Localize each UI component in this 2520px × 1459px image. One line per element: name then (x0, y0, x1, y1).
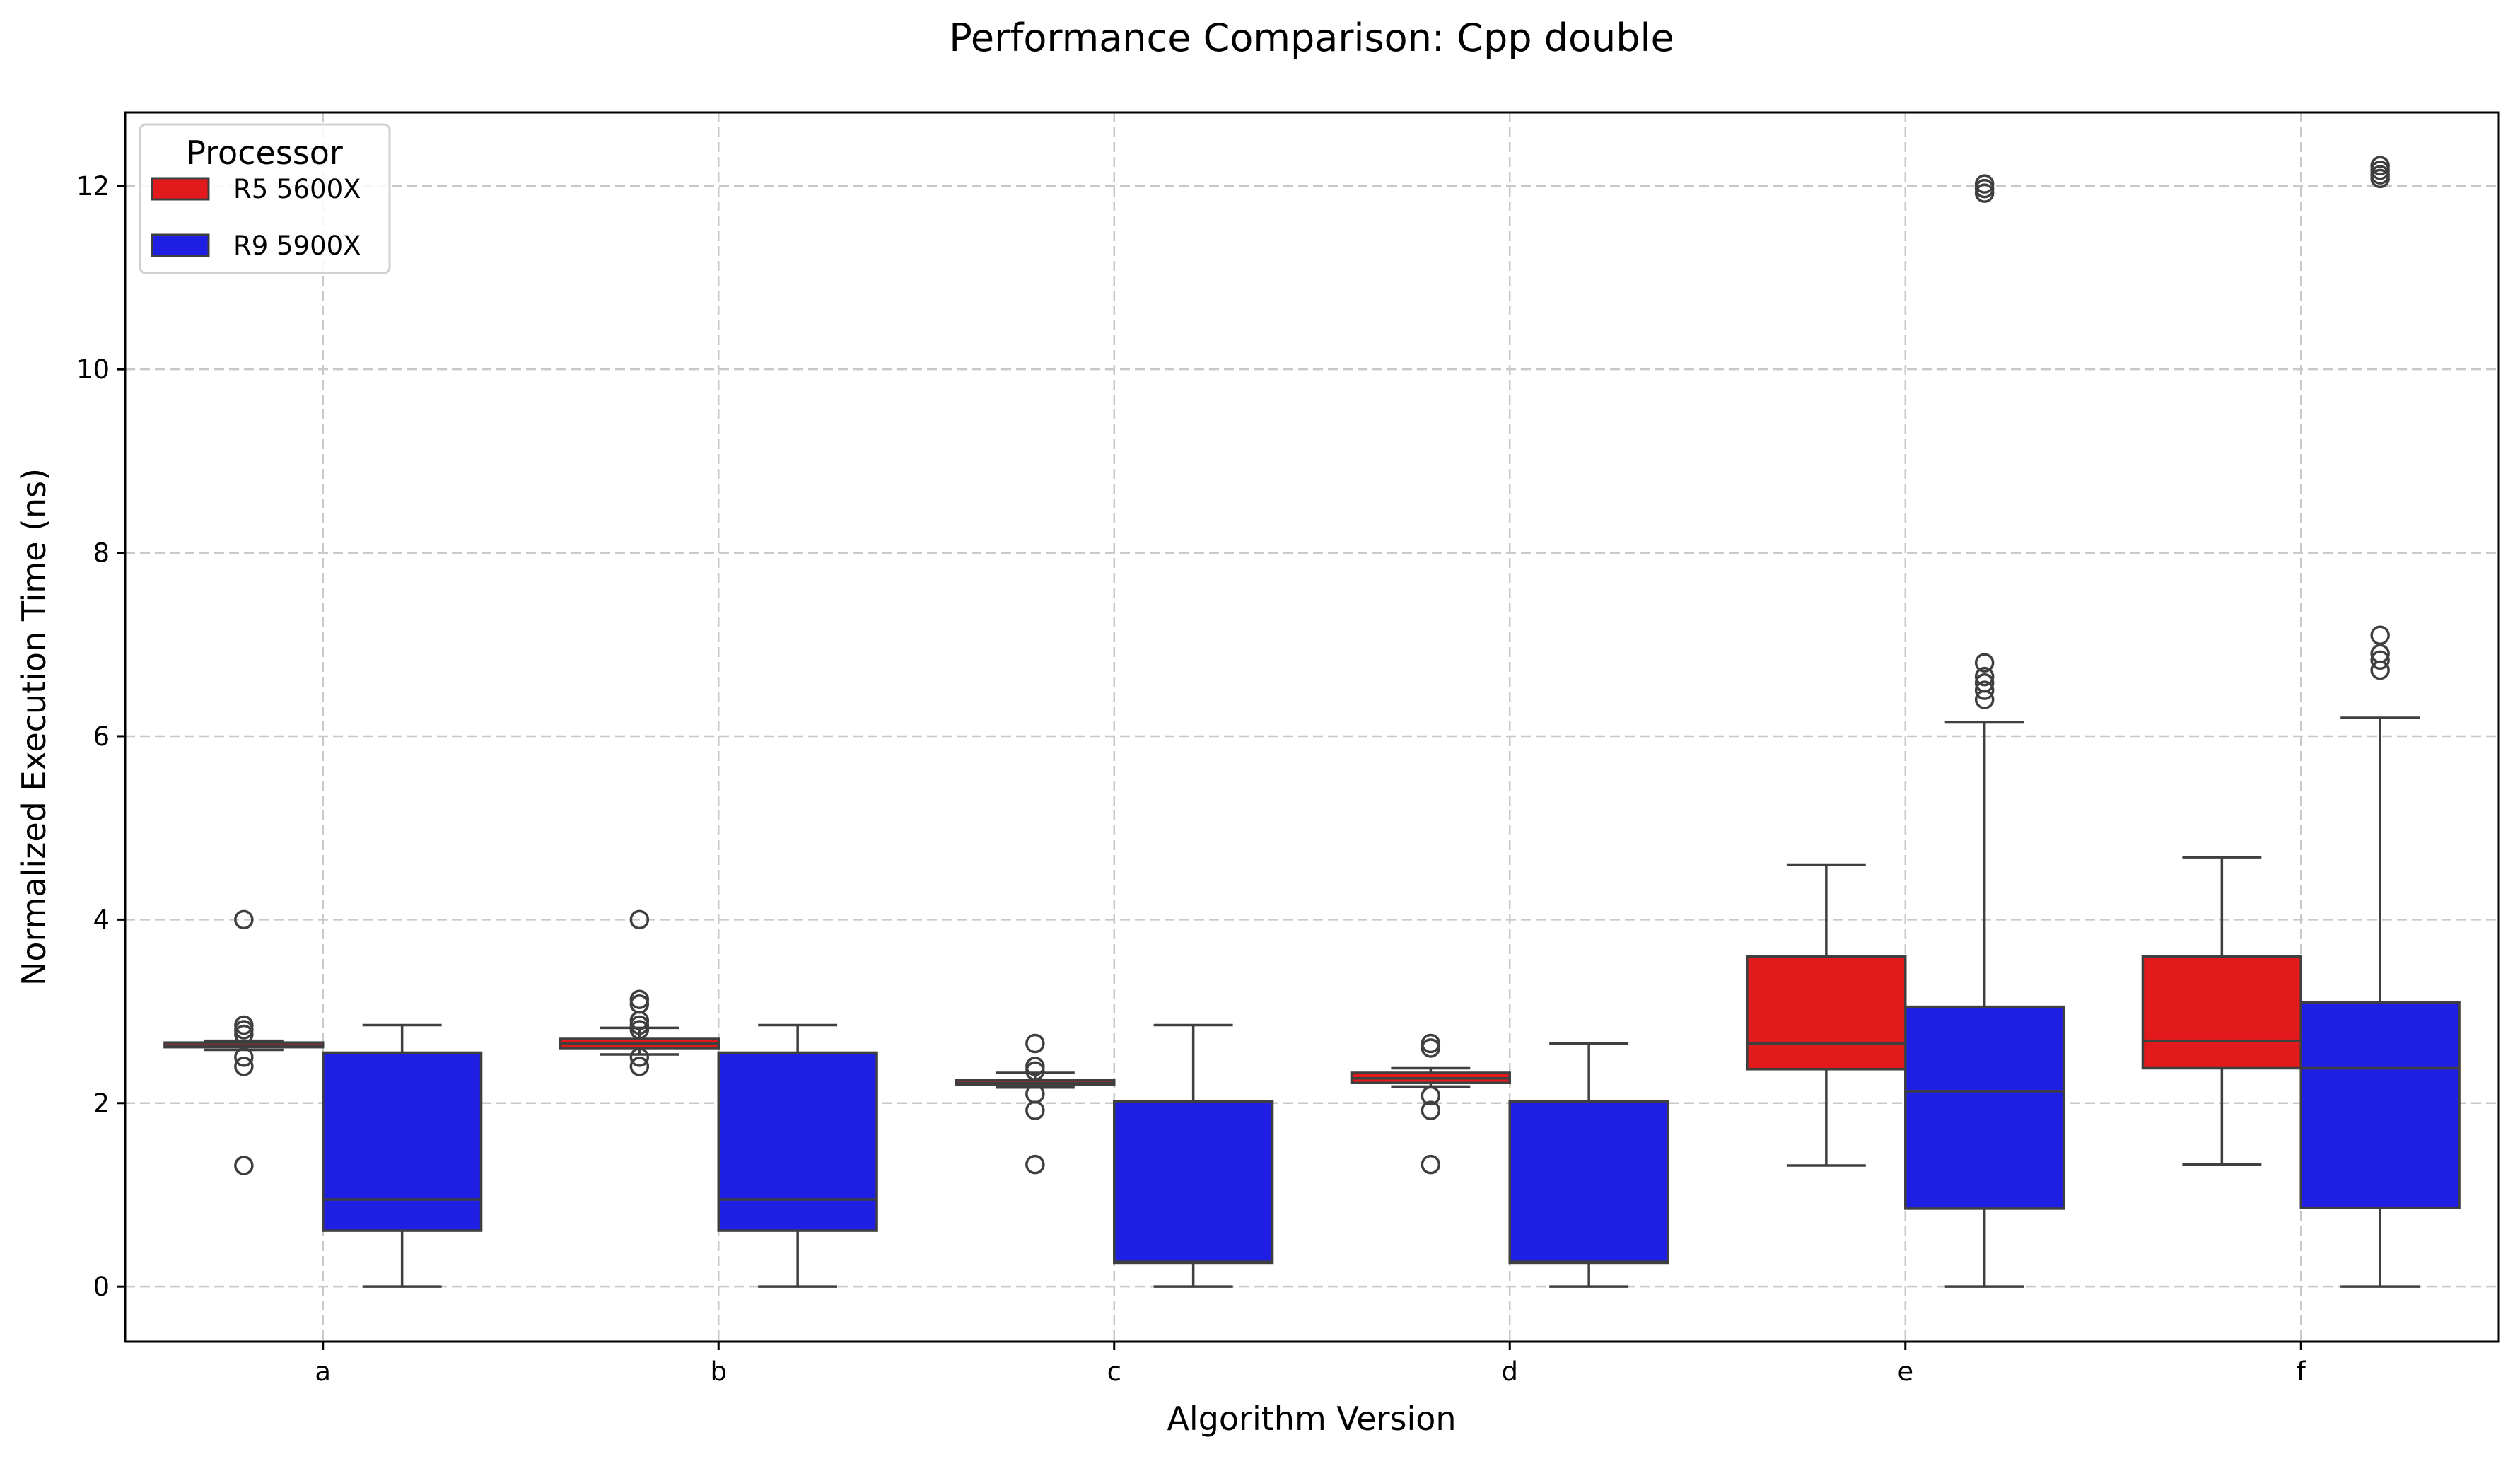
y-tick-label: 8 (93, 538, 110, 569)
outlier-point (1974, 666, 1995, 687)
outlier-point (1421, 1100, 1441, 1120)
y-tick-label: 10 (76, 354, 110, 385)
outlier-point (629, 1047, 650, 1067)
y-tick-label: 4 (93, 905, 110, 935)
box-group (163, 909, 325, 1175)
outlier-point (1421, 1154, 1441, 1175)
x-tick-label: f (2297, 1356, 2306, 1387)
x-tick-label: a (315, 1356, 331, 1387)
outlier-point (1421, 1038, 1441, 1058)
legend-label: R5 5600X (233, 174, 361, 204)
box-group (1113, 1023, 1274, 1288)
outlier-point (2370, 625, 2390, 646)
box-group (1508, 1042, 1669, 1288)
box-layer (163, 156, 2461, 1288)
box-group (717, 1023, 878, 1288)
box-group (1746, 863, 1907, 1167)
box-group (2141, 856, 2302, 1166)
chart-title: Performance Comparison: Cpp double (949, 16, 1674, 60)
outlier-point (1421, 1086, 1441, 1106)
x-tick-label: b (711, 1356, 728, 1387)
outlier-point (234, 1024, 254, 1045)
box-group (322, 1023, 483, 1288)
grid-layer (125, 112, 2499, 1342)
box-group (1350, 1033, 1511, 1175)
outlier-point (629, 909, 650, 930)
x-tick-label: d (1502, 1356, 1519, 1387)
y-tick-label: 12 (76, 171, 110, 202)
y-axis-label: Normalized Execution Time (ns) (15, 468, 53, 986)
box (1508, 1100, 1669, 1265)
outlier-point (1025, 1033, 1045, 1054)
outlier-point (234, 909, 254, 930)
outlier-point (1974, 680, 1995, 700)
x-tick-label: e (1897, 1356, 1913, 1387)
outlier-point (2370, 650, 2390, 670)
box-group (1904, 174, 2065, 1288)
box-group (559, 909, 721, 1076)
legend: Processor R5 5600X R9 5900X (139, 123, 391, 274)
x-tick-label: c (1107, 1356, 1121, 1387)
y-tick-label: 2 (93, 1088, 110, 1119)
legend-swatch (151, 177, 210, 201)
box (717, 1051, 878, 1232)
outlier-point (629, 1020, 650, 1040)
box (322, 1051, 483, 1232)
box (1904, 1005, 2065, 1210)
plot-frame (124, 111, 2500, 1343)
y-tick-label: 6 (93, 721, 110, 752)
box (1113, 1100, 1274, 1265)
outlier-point (234, 1047, 254, 1067)
outlier-point (234, 1156, 254, 1175)
box-group (2299, 156, 2461, 1288)
legend-label: R9 5900X (233, 231, 361, 261)
x-axis-label: Algorithm Version (1167, 1400, 1456, 1438)
outlier-point (2370, 168, 2390, 189)
y-tick-label: 0 (93, 1272, 110, 1302)
outlier-point (2370, 660, 2390, 680)
legend-swatch (151, 233, 210, 257)
box (1746, 955, 1907, 1071)
outlier-point (234, 1057, 254, 1076)
outlier-point (1974, 183, 1995, 203)
outlier-point (629, 1057, 650, 1076)
outlier-point (1025, 1100, 1045, 1120)
outlier-point (1974, 690, 1995, 709)
axis-layer: 0 2 4 6 8 10 12 a b c d e f (76, 171, 2306, 1387)
box (2299, 1001, 2461, 1209)
outlier-point (1974, 653, 1995, 673)
outlier-point (1025, 1154, 1045, 1175)
box (2141, 955, 2302, 1070)
box-group (955, 1033, 1116, 1175)
legend-title: Processor (186, 134, 343, 172)
outlier-point (1025, 1061, 1045, 1081)
